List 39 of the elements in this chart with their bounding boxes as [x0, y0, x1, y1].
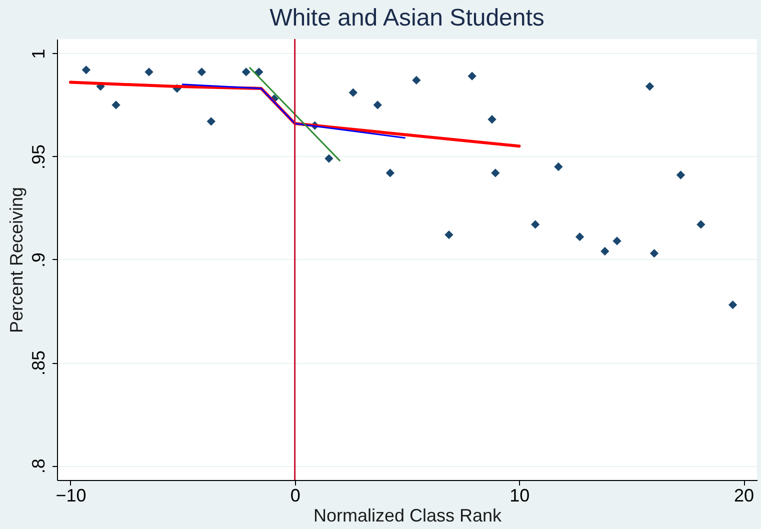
x-axis-title: Normalized Class Rank	[313, 506, 503, 526]
y-axis-title: Percent Receiving	[6, 186, 26, 334]
y-tick-label: 1	[28, 48, 48, 59]
point	[696, 220, 706, 229]
point	[612, 236, 622, 246]
x-tick-label: −10	[56, 486, 86, 506]
point	[488, 115, 496, 124]
point	[254, 68, 264, 76]
point	[206, 117, 216, 126]
point	[600, 246, 610, 256]
point	[412, 76, 421, 85]
line-series	[182, 84, 406, 139]
point	[645, 82, 654, 91]
y-tick-label: .85	[28, 350, 48, 376]
point	[468, 72, 476, 80]
point	[197, 68, 206, 76]
point	[324, 154, 334, 163]
x-tick-label: 10	[510, 486, 530, 506]
point	[491, 168, 500, 178]
point	[650, 248, 659, 258]
point	[112, 100, 120, 110]
point	[728, 300, 738, 310]
point	[144, 68, 154, 76]
point	[348, 88, 358, 97]
point	[531, 220, 540, 229]
point	[82, 66, 90, 74]
y-tick-label: .95	[28, 144, 48, 170]
point	[676, 170, 686, 180]
y-tick-label: .8	[28, 458, 48, 474]
x-tick-label: 20	[734, 486, 754, 506]
point	[373, 100, 382, 110]
y-tick-label: .9	[28, 252, 48, 268]
x-tick-label: 0	[290, 486, 300, 506]
point	[554, 162, 563, 172]
chart-title: White and Asian Students	[270, 4, 544, 32]
point	[242, 68, 250, 76]
point	[444, 230, 454, 240]
point	[575, 232, 584, 242]
point	[386, 168, 395, 178]
